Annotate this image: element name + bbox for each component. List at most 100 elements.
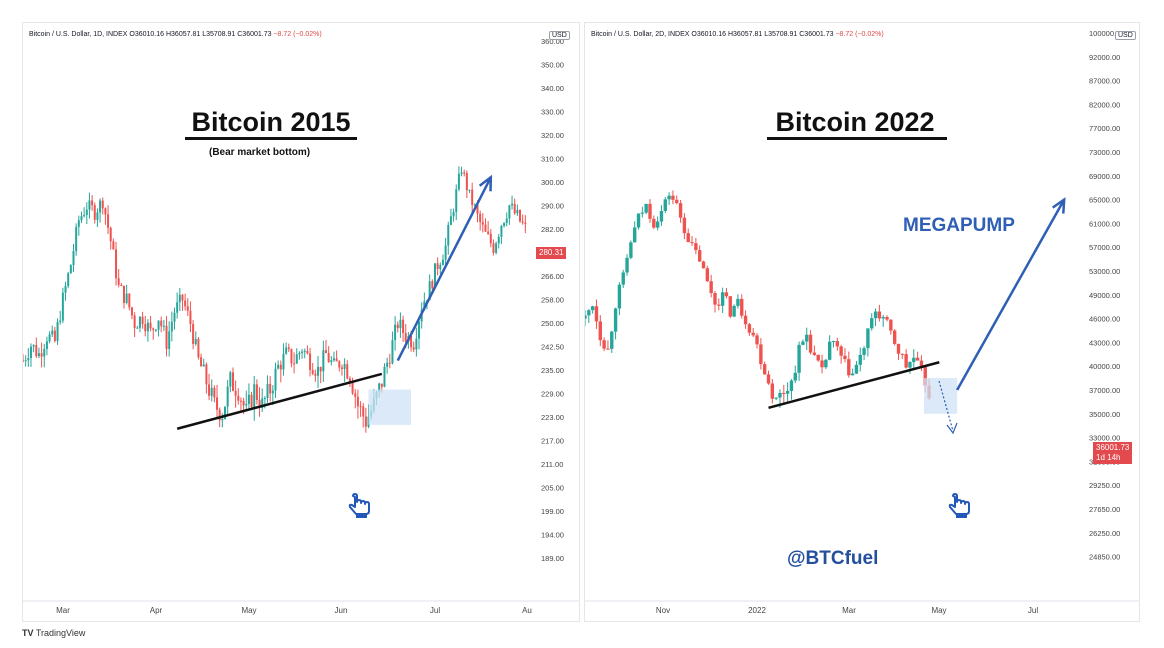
candle-body [923,367,927,386]
candle-body [404,332,407,342]
candle-body [881,317,885,319]
candle-body [29,346,32,359]
candle-body [625,257,629,273]
hand-cuff [956,514,967,518]
candle-body [479,213,482,223]
y-tick-label: 229.00 [541,390,564,399]
candle-body [35,345,38,357]
candle-body [391,340,394,364]
candle-body [388,362,391,364]
x-tick-label: Mar [842,606,856,615]
y-tick-label: 87000.00 [1089,77,1120,86]
candle-body [524,222,527,224]
ohlc-high: H36057.81 [727,31,763,38]
candle-body [447,224,450,246]
candle-body [449,216,452,225]
candle-body [743,315,748,325]
candle-body [644,203,648,213]
candle-body [652,218,656,228]
candle-body [40,353,43,357]
candle-body [782,392,786,394]
last-price-label: 36001.73 1d 14h [1093,442,1133,464]
candle-body [751,332,755,336]
candle-body [351,382,354,394]
candle-body [774,397,778,399]
hand-cuff [356,514,367,518]
last-price-value: 36001.73 [1096,443,1130,452]
ohlc-high: H36057.81 [165,31,201,38]
candle-body [399,319,402,329]
y-tick-label: 29250.00 [1089,481,1120,490]
candle-body [279,364,282,370]
candle-body [428,281,431,301]
candle-body [293,363,296,365]
candle-body [705,268,710,282]
candle-body [242,401,245,406]
candle-body [364,416,367,427]
candle-body [322,350,325,372]
candle-body [415,338,418,350]
currency-button[interactable]: USD [549,31,570,40]
candle-body [93,205,96,220]
candle-body [181,294,184,301]
candle-body [146,322,149,332]
candle-body [178,294,181,303]
candle-body [250,394,253,408]
currency-button[interactable]: USD [1115,31,1136,40]
candle-body [690,242,694,244]
candle-body [115,249,118,279]
dip-arrow-head [946,422,958,435]
candle-body [330,360,333,363]
y-tick-label: 189.00 [541,554,564,563]
candle-body [505,218,508,223]
candle-body [655,221,660,228]
candle-body [298,352,301,355]
y-tick-label: 65000.00 [1089,196,1120,205]
candle-body [431,281,434,289]
candle-body [168,331,171,349]
chart-2015-svg[interactable]: 360.00 350.00 340.00 330.00 320.00 310.00 300.… [23,23,579,621]
candle-body [820,360,824,368]
candle-body [189,310,192,325]
x-tick-label: Au [522,606,532,615]
y-tick-label: 242.50 [541,343,564,352]
y-tick-label: 26250.00 [1089,529,1120,538]
candle-body [492,243,495,253]
candle-body [839,346,843,356]
chart-2022-svg[interactable]: 100000.00 92000.00 87000.00 82000.00 77000.0… [585,23,1139,621]
candle-body [354,393,357,397]
candle-body [237,395,240,401]
candle-body [508,205,511,219]
candle-body [877,311,882,319]
candle-body [755,335,759,345]
y-tick-label: 194.00 [541,531,564,540]
candle-body [208,384,211,396]
y-tick-label: 37000.00 [1089,386,1120,395]
candle-body [23,360,24,362]
candle-body [728,296,732,317]
candle-body [418,321,421,339]
candle-body [663,199,667,212]
candle-body [519,210,522,222]
candle-body [489,233,492,244]
candle-body [210,387,213,396]
y-tick-label: 199.00 [541,507,564,516]
candle-body [503,222,506,226]
y-tick-label: 211.00 [541,460,563,469]
candle-body [234,390,237,396]
tradingview-watermark: TV TradingView [22,628,85,638]
candle-body [37,353,40,357]
candle-body [513,203,516,214]
candle-body [59,320,62,323]
candle-body [481,222,484,225]
candle-body [120,284,123,286]
candle-body [896,343,901,354]
candle-body [277,364,280,369]
candle-body [205,364,208,385]
candle-body [602,340,606,349]
candle-body [713,293,717,305]
candle-body [633,227,637,243]
candle-body [915,357,920,361]
candle-body [154,329,157,331]
candle-body [465,173,468,191]
